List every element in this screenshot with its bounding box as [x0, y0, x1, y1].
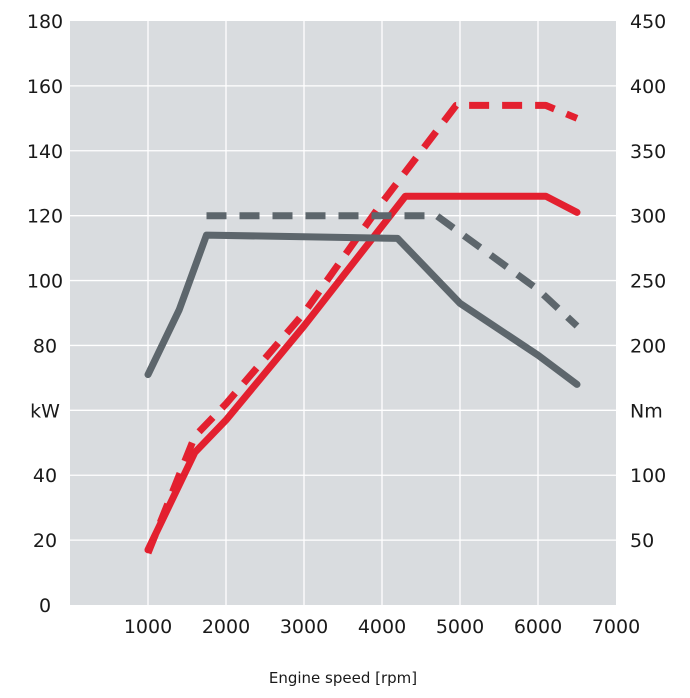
y-right-tick-label: 100 [630, 465, 666, 487]
series-line-3 [144, 231, 581, 388]
x-tick-label: 6000 [514, 616, 562, 638]
series-group [144, 101, 581, 555]
y-right-tick-label: 250 [630, 271, 666, 293]
y-right-tick-label: 350 [630, 141, 666, 163]
y-left-tick-label: 0 [39, 595, 51, 617]
x-tick-label: 2000 [202, 616, 250, 638]
y-left-tick-label: 40 [33, 465, 57, 487]
x-tick-label: 3000 [280, 616, 328, 638]
y-right-tick-label: 400 [630, 76, 666, 98]
x-axis-title: Engine speed [rpm] [269, 669, 417, 687]
plot-background [70, 21, 616, 605]
x-tick-label: 5000 [436, 616, 484, 638]
y-left-tick-label: 100 [27, 271, 63, 293]
right-axis: 50 100 Nm 200 250 300 350 400 450 [630, 11, 666, 552]
y-left-tick-label: 20 [33, 530, 57, 552]
left-axis: 0 20 40 kW 80 100 120 140 160 180 [27, 11, 63, 617]
series-line-1 [144, 192, 581, 554]
x-axis: 1000 2000 3000 4000 5000 6000 7000 [124, 616, 640, 638]
y-left-tick-label: 180 [27, 11, 63, 33]
y-right-tick-label: 450 [630, 11, 666, 33]
x-tick-label: 4000 [358, 616, 406, 638]
y-left-tick-label: kW [30, 400, 60, 422]
x-tick-label: 7000 [592, 616, 640, 638]
y-right-tick-label: 300 [630, 206, 666, 228]
y-left-tick-label: 80 [33, 335, 57, 357]
y-right-tick-label: Nm [630, 400, 663, 422]
series-line-4 [206, 212, 580, 329]
y-right-tick-label: 50 [630, 530, 654, 552]
y-left-tick-label: 140 [27, 141, 63, 163]
y-left-tick-label: 160 [27, 76, 63, 98]
y-right-tick-label: 200 [630, 335, 666, 357]
y-left-tick-label: 120 [27, 206, 63, 228]
series-line-2 [144, 101, 579, 555]
x-tick-label: 1000 [124, 616, 172, 638]
